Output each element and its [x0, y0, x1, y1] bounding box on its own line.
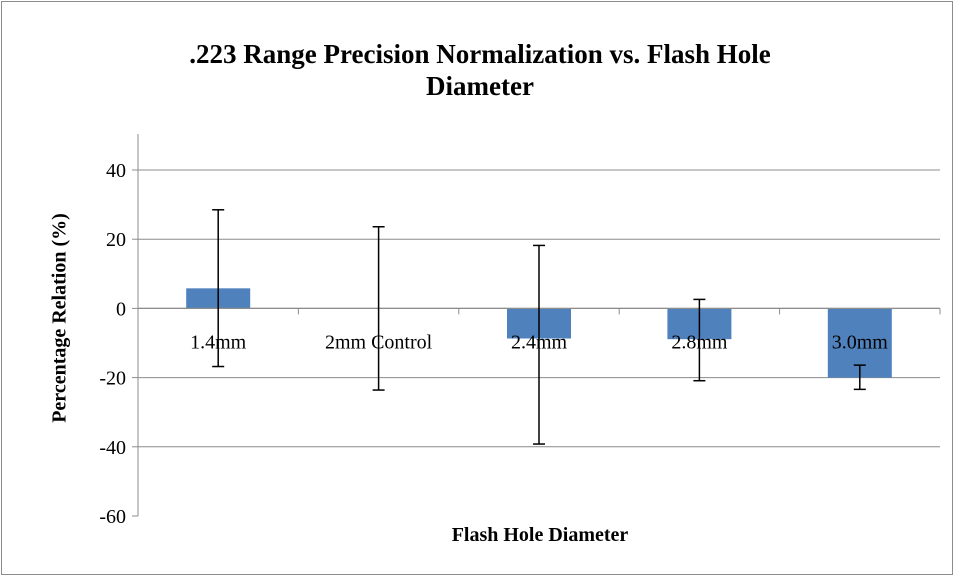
- chart-title: .223 Range Precision Normalization vs. F…: [120, 38, 840, 102]
- y-tick-label-1: 20: [106, 229, 126, 251]
- chart-title-line-2: Diameter: [426, 71, 534, 101]
- y-tick-label-0: 40: [106, 160, 126, 182]
- error-bar-4: [853, 364, 866, 391]
- y-tick-label-5: -60: [99, 506, 126, 528]
- category-label-4: 3.0mm: [832, 331, 889, 353]
- error-bar-3: [693, 298, 706, 382]
- y-tick-label-2: 0: [116, 298, 126, 320]
- x-axis-title: Flash Hole Diameter: [451, 524, 629, 546]
- y-tick-label-3: -20: [99, 368, 126, 390]
- chart-title-line-1: .223 Range Precision Normalization vs. F…: [189, 39, 771, 69]
- error-bar-0: [212, 209, 225, 368]
- error-bar-1: [372, 225, 385, 391]
- y-tick-label-4: -40: [99, 437, 126, 459]
- error-bar-2: [533, 244, 545, 445]
